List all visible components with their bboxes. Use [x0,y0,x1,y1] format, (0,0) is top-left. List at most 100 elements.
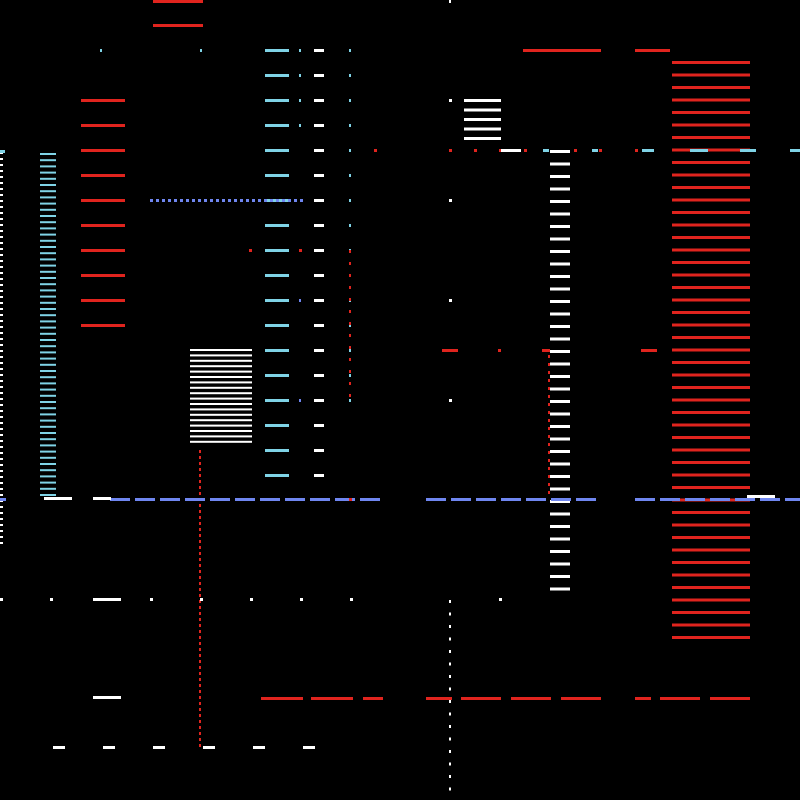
cyan-dash [592,149,598,152]
cyan-dash [642,149,654,152]
red-dot [548,355,550,358]
cyan-tick [40,190,56,193]
red-dot [548,379,550,382]
red-dash [672,573,750,577]
blue-dash [685,498,705,501]
blue-dot [264,199,267,202]
cyan-dot [200,49,202,52]
red-dot [349,358,351,361]
white-dash [550,375,570,378]
cyan-tick [40,444,56,447]
red-dot [299,249,302,252]
red-dot [199,732,201,735]
cyan-tick [40,339,56,341]
white-stripe-block [190,349,252,443]
red-dash [672,186,750,189]
red-dot [349,382,351,385]
blue-dash [760,498,780,501]
red-dot [199,654,201,657]
white-tick [0,308,3,310]
cyan-tick [40,202,56,205]
cyan-dash [265,424,289,427]
red-dot [199,612,201,615]
white-dash [550,325,570,328]
red-dot [199,540,201,543]
red-dash [81,174,125,177]
cyan-tick [40,221,56,224]
white-dot [449,687,451,691]
blue-dot [192,199,195,202]
white-tick [0,434,3,436]
cyan-tick [40,413,56,416]
cyan-dash [740,149,756,152]
blue-dot [299,299,301,302]
cyan-tick [40,357,56,360]
white-tick [0,176,3,178]
white-dash [314,324,324,327]
white-stripe [190,440,252,443]
top-red-marks [153,0,670,52]
red-dot [548,467,550,470]
white-dash [550,400,570,403]
cyan-tick [40,450,56,453]
white-tick [0,542,3,544]
blue-dash [335,498,355,501]
red-dash [672,86,750,89]
white-tick [0,512,3,514]
white-dash [44,497,72,500]
blue-dash [501,498,521,501]
red-dash [672,211,750,214]
cyan-tick [40,308,56,310]
white-dot [150,598,153,601]
white-tick [0,530,3,532]
white-tick [0,506,3,508]
cyan-tick [40,196,56,199]
white-tick [0,380,3,382]
red-dot [548,395,550,398]
blue-dash [110,498,130,501]
cyan-tick [40,184,56,186]
red-dot [548,435,550,438]
red-dot [199,522,201,525]
red-dot [199,492,201,495]
white-tick [0,524,3,526]
red-dash [641,349,657,352]
red-dash [672,198,750,202]
cyan-dot [349,99,351,102]
white-dash [550,462,570,466]
white-dot [449,625,451,628]
blue-dash [0,498,6,501]
cyan-dash [265,324,289,327]
white-dot-row-600 [0,598,502,601]
red-dotted-vertical-549 [548,355,550,494]
red-dot [249,249,252,252]
white-dash [550,225,570,228]
white-dash [93,497,111,500]
red-dot [199,534,201,537]
red-dot [199,558,201,561]
white-stripe [190,413,252,416]
top-white-stack [464,99,501,140]
white-tick [0,344,3,346]
white-dash [464,127,501,131]
red-dot [199,684,201,687]
right-white-column [550,150,570,591]
red-dash [672,236,750,239]
red-dot [199,486,201,489]
cyan-tick [40,487,56,490]
white-dash [550,450,570,453]
red-dash [561,697,601,700]
red-dot [199,738,201,741]
mixed-dashed-line-150 [0,149,800,153]
white-dash [314,249,324,252]
blue-dot [162,199,165,202]
white-dot [449,675,451,678]
white-stripe [190,376,252,378]
blue-dot [156,199,159,202]
red-dot [349,370,351,373]
white-dot [449,637,451,641]
white-tick [0,302,3,304]
red-dot [524,149,527,152]
red-dot [548,371,550,374]
red-dashed-line-698 [93,696,750,700]
